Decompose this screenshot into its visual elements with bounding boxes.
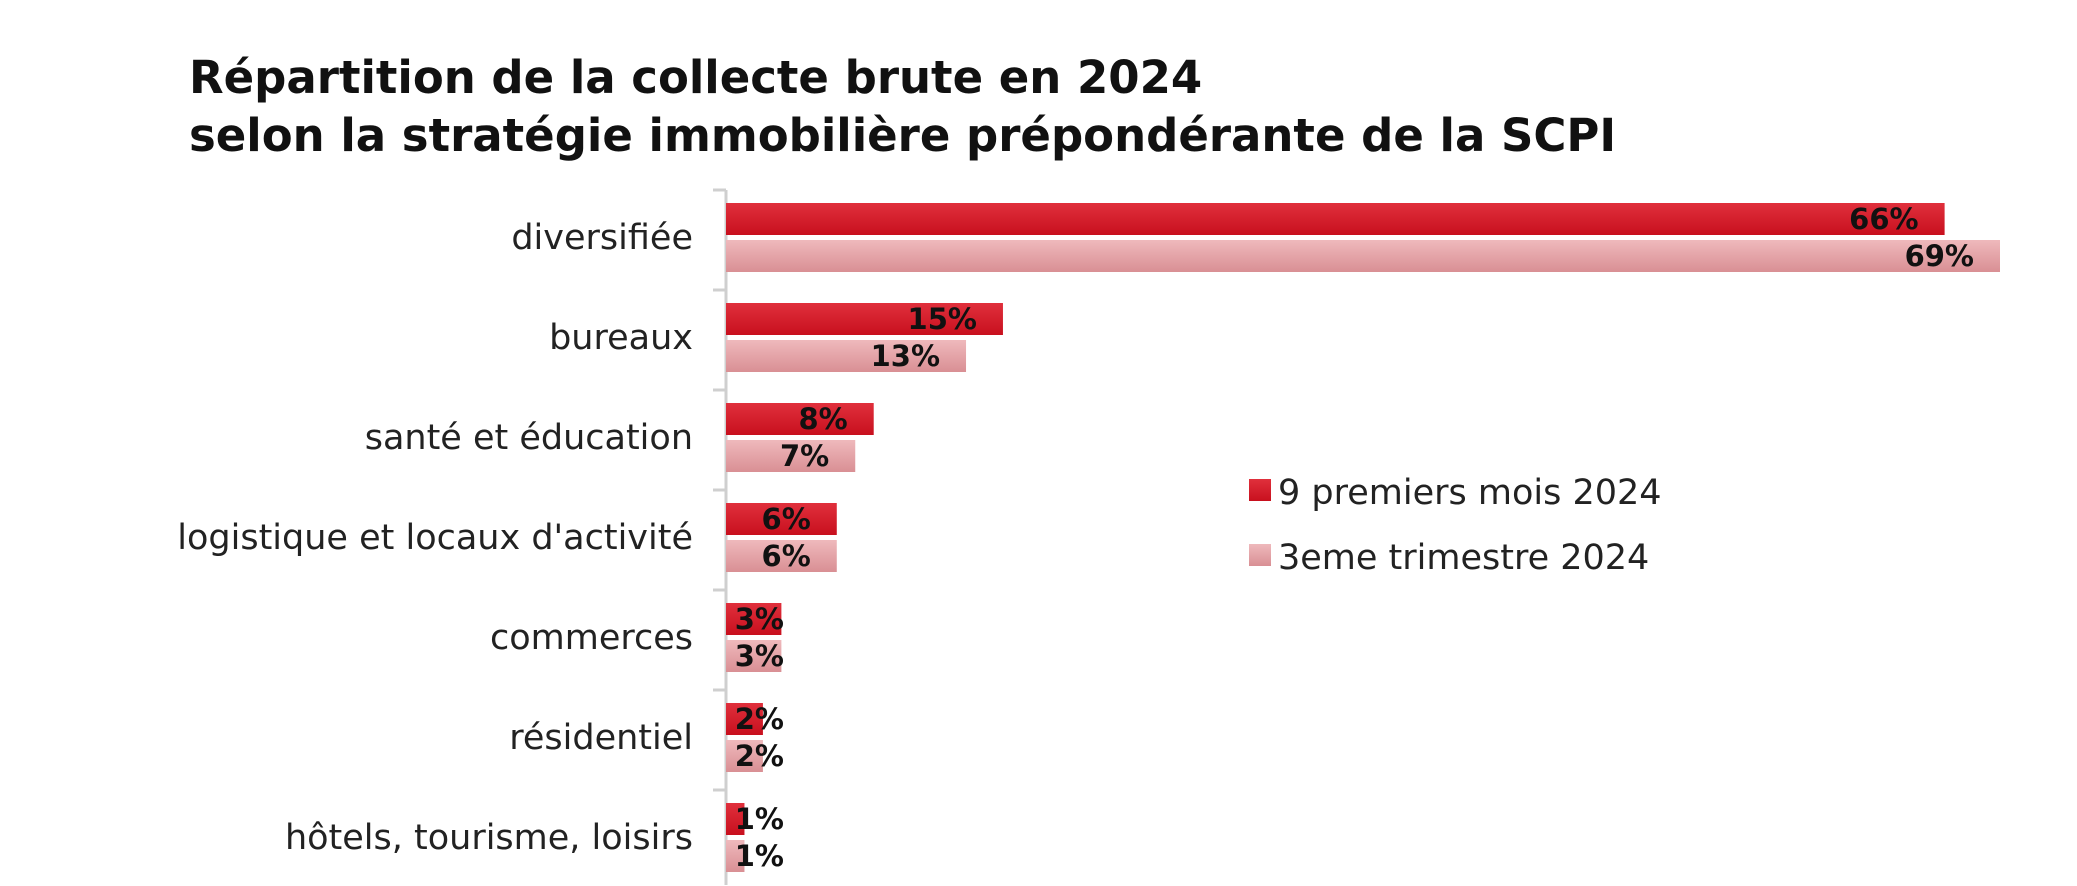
data-label: 2%	[735, 739, 784, 773]
data-label: 7%	[780, 439, 829, 473]
category-label: santé et éducation	[365, 418, 693, 458]
category-axis: diversifiée bureaux santé et éducation logi…	[177, 188, 728, 885]
bar	[726, 240, 2000, 272]
legend: 9 premiers mois 2024 3eme trimestre 2024	[1249, 473, 1662, 578]
bar	[726, 340, 967, 372]
chart-subtitle: selon la stratégie immobilière prépondér…	[189, 109, 1616, 162]
data-label: 1%	[735, 802, 784, 836]
category-label: résidentiel	[509, 718, 693, 758]
category-label: logistique et locaux d'activité	[177, 518, 693, 558]
category-label: hôtels, tourisme, loisirs	[285, 818, 693, 858]
bar	[726, 840, 745, 872]
category-label: bureaux	[549, 318, 693, 358]
bar	[726, 503, 837, 535]
bar	[726, 440, 856, 472]
data-label: 13%	[871, 339, 940, 373]
chart-title: Répartition de la collecte brute en 2024	[189, 51, 1202, 104]
category-label: commerces	[490, 618, 693, 658]
category-label: diversifiée	[511, 218, 693, 258]
data-label: 8%	[798, 402, 847, 436]
data-label: 6%	[762, 539, 811, 573]
legend-label: 3eme trimestre 2024	[1278, 538, 1649, 578]
bar	[726, 403, 874, 435]
bar	[726, 203, 1945, 235]
legend-swatch	[1249, 544, 1271, 566]
data-label: 6%	[762, 502, 811, 536]
bar	[726, 803, 745, 835]
data-label: 3%	[735, 602, 784, 636]
legend-swatch	[1249, 479, 1271, 501]
data-label: 15%	[908, 302, 977, 336]
legend-label: 9 premiers mois 2024	[1278, 473, 1662, 513]
data-labels: 66% 15% 8% 6% 3% 2% 1% 69% 13% 7% 6% 3% 2% 1%	[735, 202, 1974, 873]
data-label: 66%	[1849, 202, 1918, 236]
data-label: 1%	[735, 839, 784, 873]
data-label: 69%	[1905, 239, 1974, 273]
bar	[726, 303, 1003, 335]
bar	[726, 703, 763, 735]
data-label: 3%	[735, 639, 784, 673]
bar	[726, 640, 782, 672]
bar	[726, 740, 763, 772]
data-label: 2%	[735, 702, 784, 736]
bar	[726, 603, 782, 635]
bar	[726, 540, 837, 572]
bars	[726, 203, 2000, 872]
